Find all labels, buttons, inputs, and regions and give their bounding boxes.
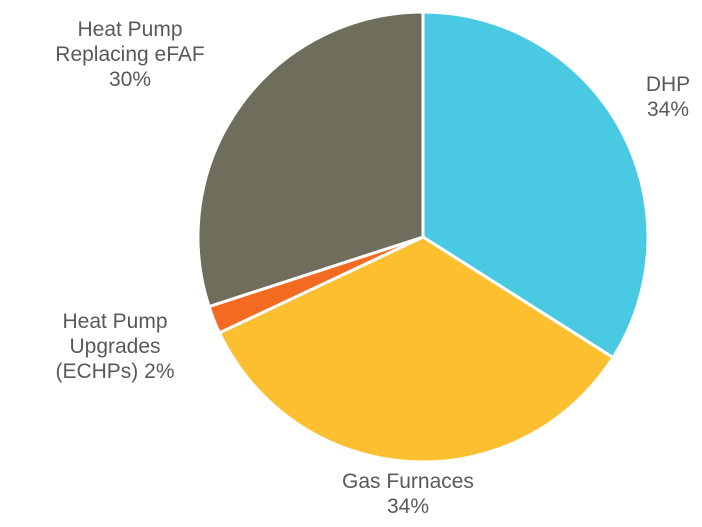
value-label: 34% <box>646 98 690 121</box>
pie-slice <box>196 10 425 309</box>
slice-label: Gas Furnaces 34% <box>308 469 508 519</box>
slice-label: Heat Pump Upgrades (ECHPs) 2% <box>40 309 190 384</box>
value-label: 30% <box>108 68 152 91</box>
slice-label: Heat Pump Replacing eFAF 30% <box>48 17 213 92</box>
value-label: 34% <box>386 495 430 518</box>
category-label: Heat Pump Upgrades (ECHPs) <box>55 310 168 383</box>
category-label: Gas Furnaces <box>342 470 474 493</box>
pie-slice <box>217 235 615 464</box>
slice-label: DHP 34% <box>628 72 702 122</box>
category-label: DHP <box>645 73 691 96</box>
category-label: Heat Pump Replacing eFAF <box>55 18 205 66</box>
value-label: 2% <box>144 360 175 383</box>
